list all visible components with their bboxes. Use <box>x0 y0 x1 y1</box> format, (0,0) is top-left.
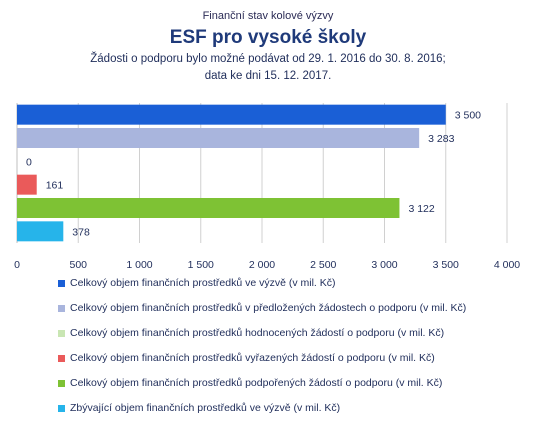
bar <box>17 174 37 195</box>
legend-label: Celkový objem finančních prostředků ve v… <box>70 277 336 289</box>
legend-item: Zbývající objem finančních prostředků ve… <box>58 400 528 425</box>
x-tick-label: 500 <box>69 259 87 271</box>
chart-subtitle-line-1: Žádosti o podporu bylo možné podávat od … <box>90 53 446 65</box>
legend-swatch <box>58 380 65 387</box>
legend-item: Celkový objem finančních prostředků v př… <box>58 300 528 325</box>
x-tick-label: 3 000 <box>371 259 397 271</box>
legend-item: Celkový objem finančních prostředků ve v… <box>58 275 528 300</box>
legend-item: Celkový objem finančních prostředků vyřa… <box>58 350 528 375</box>
chart-title: ESF pro vysoké školy <box>169 27 367 48</box>
legend-label: Celkový objem finančních prostředků podp… <box>70 377 443 389</box>
legend-swatch <box>58 355 65 362</box>
x-tick-label: 1 500 <box>188 259 214 271</box>
bar-chart: 0 500 1 000 1 500 2 000 2 500 3 000 3 500 4 000 3… <box>14 103 520 271</box>
legend-label: Celkový objem finančních prostředků hodn… <box>70 327 445 339</box>
bar-value-label: 378 <box>72 226 90 238</box>
legend-item: Celkový objem finančních prostředků podp… <box>58 375 528 400</box>
x-tick-label: 3 500 <box>433 259 459 271</box>
bar-value-label: 3 500 <box>455 110 481 122</box>
bar-value-label: 0 <box>26 156 32 168</box>
chart-legend: Celkový objem finančních prostředků ve v… <box>58 275 528 425</box>
x-tick-label: 2 500 <box>310 259 336 271</box>
bar <box>17 221 64 242</box>
legend-swatch <box>58 305 65 312</box>
legend-item: Celkový objem finančních prostředků hodn… <box>58 325 528 350</box>
legend-label: Celkový objem finančních prostředků v př… <box>70 302 467 314</box>
bar <box>17 104 446 125</box>
bar-value-label: 161 <box>46 180 64 192</box>
legend-swatch <box>58 405 65 412</box>
legend-swatch <box>58 330 65 337</box>
bar-value-label: 3 283 <box>428 133 454 145</box>
bar <box>17 198 400 218</box>
x-tick-label: 4 000 <box>494 259 520 271</box>
x-tick-label: 0 <box>14 259 20 271</box>
chart-supertitle: Finanční stav kolové výzvy <box>202 10 334 22</box>
legend-swatch <box>58 280 65 287</box>
chart-subtitle-line-2: data ke dni 15. 12. 2017. <box>204 70 332 82</box>
x-tick-label: 1 000 <box>126 259 152 271</box>
bar <box>17 128 420 148</box>
legend-label: Celkový objem finančních prostředků vyřa… <box>70 352 435 364</box>
legend-label: Zbývající objem finančních prostředků ve… <box>70 402 341 414</box>
bar-value-label: 3 122 <box>408 203 434 215</box>
x-tick-label: 2 000 <box>249 259 275 271</box>
